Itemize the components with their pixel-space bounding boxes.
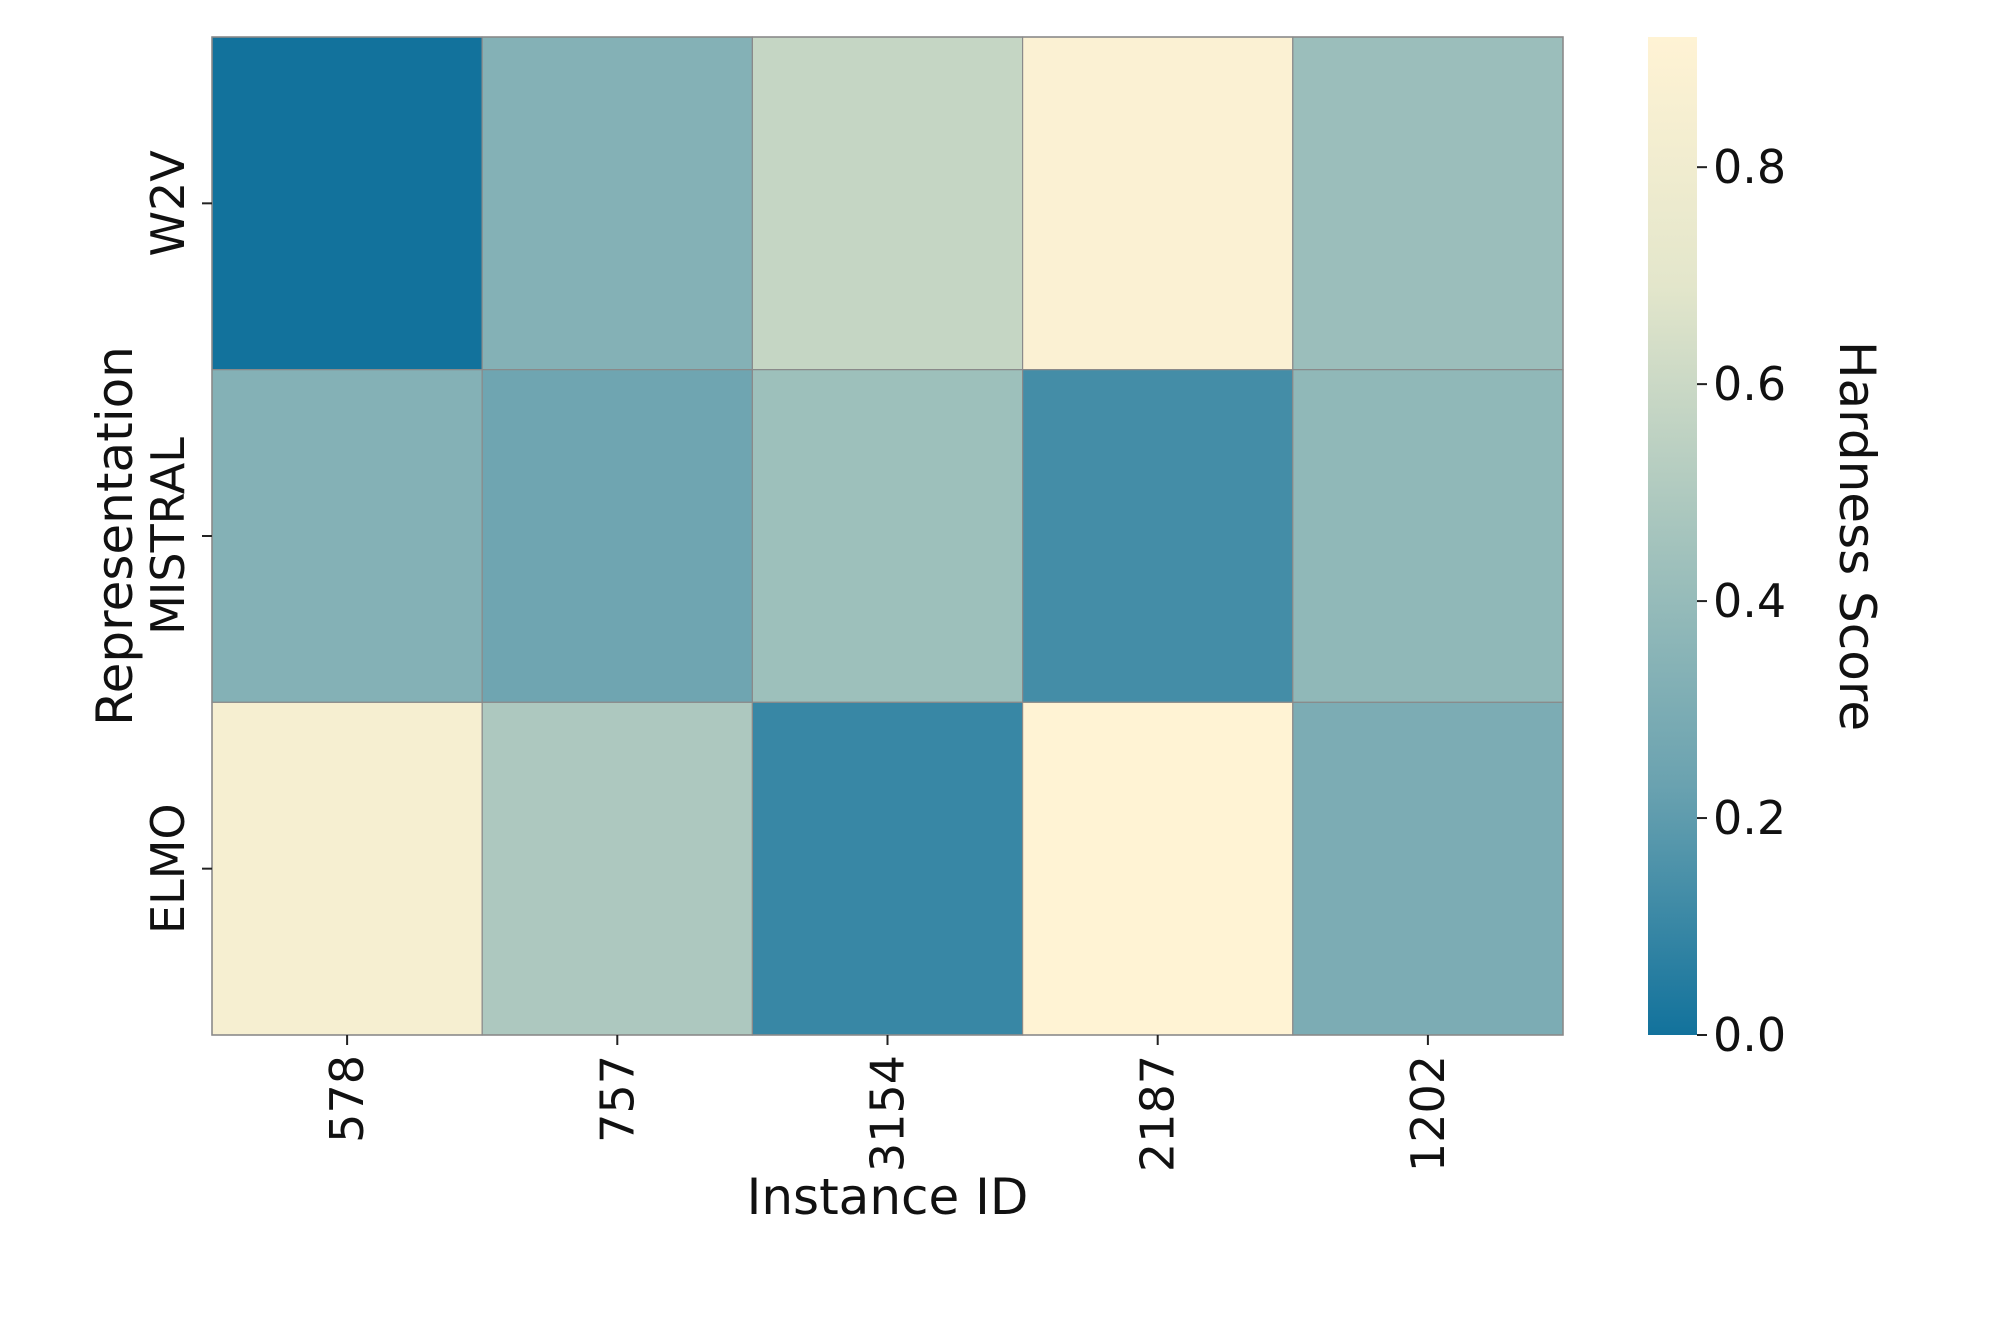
colorbar-tick-label: 0.2 (1713, 791, 1786, 845)
y-tick-label: W2V (141, 150, 195, 257)
x-tick-label: 2187 (1131, 1055, 1185, 1172)
heatmap-cell (751, 36, 1024, 371)
heatmap-cell (1021, 701, 1294, 1036)
colorbar-tick-label: 0.0 (1713, 1008, 1786, 1062)
heatmap-cell (211, 36, 483, 371)
y-axis-ticks: W2V MISTRAL ELMO (141, 150, 212, 934)
heatmap-cell (751, 369, 1024, 703)
colorbar-ticks: 0.0 0.2 0.4 0.6 0.8 (1697, 140, 1786, 1062)
heatmap-cell (1292, 36, 1564, 371)
colorbar (1648, 37, 1697, 1035)
heatmap-cell (481, 701, 754, 1036)
heatmap-cell (211, 701, 483, 1036)
heatmap-cell (1021, 369, 1294, 703)
x-tick-label: 1202 (1401, 1055, 1455, 1172)
y-tick-label: ELMO (141, 803, 195, 934)
heatmap-cell (751, 701, 1024, 1036)
x-tick-label: 757 (590, 1055, 644, 1143)
y-axis-label: Representation (86, 346, 144, 726)
heatmap-cell (481, 36, 754, 371)
heatmap-cell (1292, 701, 1564, 1036)
heatmap-cell (481, 369, 754, 703)
y-tick-label: MISTRAL (141, 437, 195, 635)
heatmap-cell (1292, 369, 1564, 703)
colorbar-tick-label: 0.6 (1713, 357, 1786, 411)
heatmap-cell (211, 369, 483, 703)
heatmap-cells (211, 36, 1564, 1036)
colorbar-tick-label: 0.8 (1713, 140, 1786, 194)
x-axis-label: Instance ID (747, 1168, 1029, 1226)
x-tick-label: 3154 (861, 1055, 915, 1172)
colorbar-tick-label: 0.4 (1713, 574, 1786, 628)
x-axis-ticks: 578 757 3154 2187 1202 (320, 1035, 1455, 1172)
colorbar-label: Hardness Score (1828, 341, 1886, 731)
x-tick-label: 578 (320, 1055, 374, 1143)
heatmap-cell (1021, 36, 1294, 371)
